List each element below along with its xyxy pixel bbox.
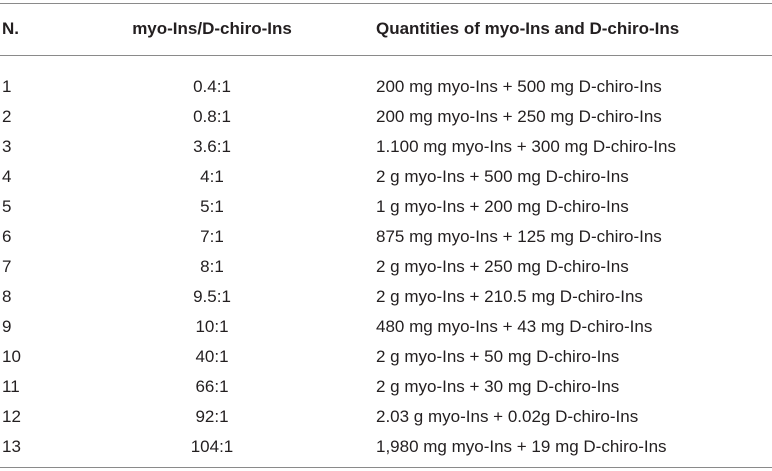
- cell: 6: [2, 227, 12, 246]
- cell: 9.5:1: [193, 287, 231, 306]
- cell: 104:1: [190, 437, 234, 456]
- header-rule: [0, 55, 772, 56]
- cell: 7: [2, 257, 12, 276]
- cell: 0.4:1: [193, 77, 231, 96]
- cell: 10:1: [195, 317, 229, 336]
- cell: 7:1: [200, 227, 224, 246]
- cell: 1: [2, 77, 12, 96]
- cell: 1,980 mg myo-Ins + 19 mg D-chiro-Ins: [376, 437, 667, 456]
- cell: 40:1: [195, 347, 229, 366]
- cell: 200 mg myo-Ins + 250 mg D-chiro-Ins: [376, 107, 662, 126]
- cell: 12: [2, 407, 21, 426]
- cell: 8: [2, 287, 12, 306]
- cell: 1.100 mg myo-Ins + 300 mg D-chiro-Ins: [376, 137, 676, 156]
- cell: 2 g myo-Ins + 50 mg D-chiro-Ins: [376, 347, 620, 366]
- cell: 9: [2, 317, 12, 336]
- cell: 3: [2, 137, 12, 156]
- cell: 2 g myo-Ins + 210.5 mg D-chiro-Ins: [376, 287, 643, 306]
- cell: 5: [2, 197, 12, 216]
- header-cell: Quantities of myo-Ins and D-chiro-Ins: [376, 19, 680, 38]
- cell: 200 mg myo-Ins + 500 mg D-chiro-Ins: [376, 77, 662, 96]
- cell: 66:1: [195, 377, 229, 396]
- cell: 4:1: [200, 167, 224, 186]
- cell: 2: [2, 107, 12, 126]
- cell: 13: [2, 437, 21, 456]
- cell: 1 g myo-Ins + 200 mg D-chiro-Ins: [376, 197, 629, 216]
- cell: 10: [2, 347, 21, 366]
- header-cell: N.: [2, 19, 19, 38]
- cell: 8:1: [200, 257, 224, 276]
- top-rule: [0, 3, 772, 4]
- cell: 11: [2, 377, 20, 396]
- header-cell: myo-Ins/D-chiro-Ins: [132, 19, 292, 38]
- cell: 875 mg myo-Ins + 125 mg D-chiro-Ins: [376, 227, 662, 246]
- cell: 0.8:1: [193, 107, 231, 126]
- cell: 92:1: [195, 407, 229, 426]
- cell: 480 mg myo-Ins + 43 mg D-chiro-Ins: [376, 317, 653, 336]
- cell: 2.03 g myo-Ins + 0.02g D-chiro-Ins: [376, 407, 639, 426]
- cell: 3.6:1: [193, 137, 231, 156]
- cell: 2 g myo-Ins + 30 mg D-chiro-Ins: [376, 377, 620, 396]
- cell: 2 g myo-Ins + 250 mg D-chiro-Ins: [376, 257, 629, 276]
- bottom-rule: [0, 467, 772, 468]
- cell: 5:1: [200, 197, 224, 216]
- cell: 4: [2, 167, 12, 186]
- cell: 2 g myo-Ins + 500 mg D-chiro-Ins: [376, 167, 629, 186]
